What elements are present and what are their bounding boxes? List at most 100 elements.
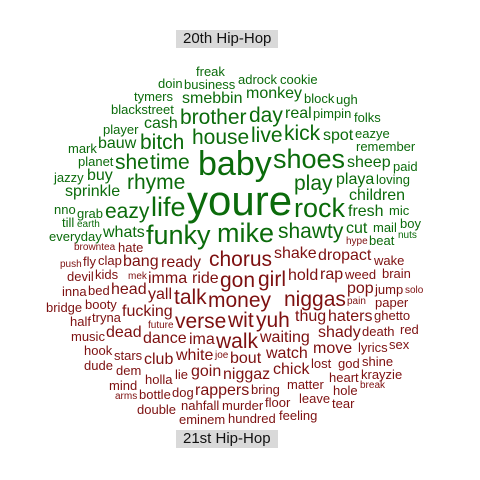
bottom-word: sex	[389, 337, 410, 352]
bottom-word: stars	[114, 348, 143, 363]
bottom-word: god	[338, 356, 360, 371]
top-word: kick	[284, 122, 321, 145]
bottom-word: dem	[116, 363, 142, 378]
top-word: baby	[198, 145, 272, 183]
bottom-word: hate	[118, 240, 144, 255]
bottom-word: break	[360, 380, 386, 391]
bottom-word: verse	[175, 310, 227, 333]
top-word: she	[115, 151, 149, 174]
bottom-word: pop	[347, 280, 374, 297]
top-word: block	[304, 91, 335, 106]
bottom-word: watch	[266, 345, 308, 362]
top-word: mark	[68, 141, 97, 156]
bottom-word: double	[137, 402, 177, 417]
top-word: smebbin	[182, 90, 243, 107]
top-word: freak	[196, 64, 225, 79]
top-word: sprinkle	[65, 183, 121, 200]
top-word: brother	[180, 106, 247, 129]
bottom-word: walk	[216, 330, 259, 353]
bottom-word: rap	[320, 266, 344, 283]
top-word: life	[151, 192, 186, 222]
top-word: playa	[336, 171, 375, 188]
top-word: loving	[376, 172, 410, 187]
top-word: cut	[346, 220, 368, 237]
bottom-word: shake	[274, 245, 317, 262]
top-word: spot	[323, 127, 354, 144]
top-word: fresh	[348, 203, 384, 220]
top-word: youre	[187, 177, 293, 224]
bottom-word: floor	[265, 395, 291, 410]
bottom-word: hole	[333, 383, 358, 398]
bottom-word: leave	[299, 391, 331, 406]
top-word: blackstreet	[111, 102, 174, 117]
bottom-word: devil	[67, 269, 94, 284]
top-word: funky	[146, 220, 211, 250]
top-word: planet	[78, 154, 114, 169]
bottom-word: waiting	[260, 329, 310, 346]
bottom-word: ride	[192, 270, 219, 287]
top-word: time	[150, 151, 190, 174]
bottom-word: heart	[329, 370, 359, 385]
bottom-word: thug	[295, 308, 327, 325]
bottom-word: mek	[128, 271, 147, 282]
bottom-word: feeling	[279, 408, 318, 423]
bottom-word: fucking	[122, 303, 173, 320]
top-word: ugh	[336, 92, 358, 107]
bottom-word: browntea	[74, 242, 116, 253]
bottom-word: ready	[161, 254, 202, 271]
bottom-word: move	[313, 340, 353, 357]
label-20th-hip-hop: 20th Hip-Hop	[176, 30, 279, 48]
top-word: beat	[369, 233, 395, 248]
bottom-word: wake	[374, 253, 405, 268]
bottom-word: arms	[115, 391, 138, 402]
top-word: sheep	[347, 154, 391, 171]
top-word: rhyme	[127, 171, 186, 194]
bottom-word: eminem	[179, 412, 226, 427]
bottom-word: holla	[145, 372, 173, 387]
top-word: tymers	[134, 89, 173, 104]
top-word: buy	[87, 167, 113, 184]
top-word: nuts	[398, 230, 417, 241]
bottom-word: hook	[84, 343, 113, 358]
top-word: till	[62, 215, 75, 230]
bottom-word: push	[60, 259, 82, 270]
top-word: day	[249, 104, 283, 127]
top-word: jazzy	[54, 170, 84, 185]
top-word: bitch	[140, 131, 185, 154]
top-word: doin	[158, 76, 183, 91]
top-word: adrock	[238, 72, 278, 87]
bottom-word: future	[148, 320, 174, 331]
bottom-word: kids	[95, 267, 119, 282]
bottom-word: shady	[318, 324, 361, 341]
label-21st-hip-hop: 21st Hip-Hop	[176, 430, 278, 448]
top-word: cash	[144, 115, 178, 132]
bottom-word: tryna	[92, 310, 121, 325]
top-word: children	[349, 187, 406, 204]
bottom-word: bridge	[46, 300, 83, 315]
bottom-word: white	[176, 347, 214, 364]
bottom-word: joe	[215, 350, 229, 361]
bottom-word: hold	[288, 267, 319, 284]
top-word: pimpin	[313, 106, 352, 121]
top-word: cookie	[280, 72, 318, 87]
top-word: business	[184, 77, 236, 92]
bottom-word: lyrics	[358, 340, 388, 355]
bottom-word: mind	[109, 378, 138, 393]
top-word: grab	[77, 206, 104, 221]
bottom-word: club	[144, 351, 174, 368]
top-word: player	[103, 122, 139, 137]
top-word: folks	[354, 110, 381, 125]
bottom-word: dead	[106, 324, 142, 341]
bottom-word: wit	[228, 309, 254, 332]
bottom-word: yall	[148, 286, 173, 303]
bottom-word: paper	[375, 295, 409, 310]
bottom-word: pain	[347, 296, 366, 307]
bottom-word: shine	[362, 354, 394, 369]
top-word: real	[285, 105, 312, 122]
bottom-word: jump	[375, 282, 404, 297]
bottom-word: booty	[85, 297, 117, 312]
bottom-word: lost	[311, 356, 332, 371]
bottom-word: bottle	[139, 387, 171, 402]
bottom-word: red	[400, 322, 419, 337]
top-word: remember	[356, 139, 416, 154]
